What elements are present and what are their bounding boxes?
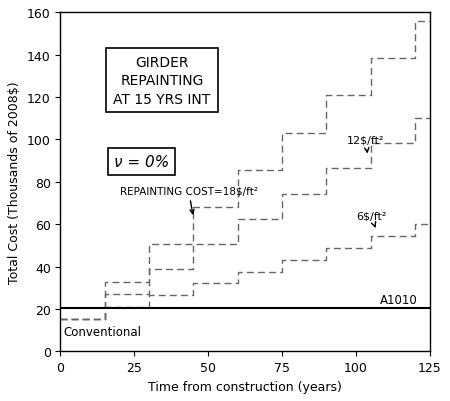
Text: A1010: A1010 [379, 293, 417, 306]
Y-axis label: Total Cost (Thousands of 2008$): Total Cost (Thousands of 2008$) [9, 81, 21, 284]
Text: 6\$/ft²: 6\$/ft² [356, 211, 386, 227]
X-axis label: Time from construction (years): Time from construction (years) [148, 380, 342, 393]
Text: 12\$/ft²: 12\$/ft² [347, 135, 385, 153]
Text: REPAINTING COST=18\$/ft²: REPAINTING COST=18\$/ft² [120, 186, 257, 214]
Text: Conventional: Conventional [63, 325, 141, 338]
Text: ν = 0%: ν = 0% [114, 155, 169, 170]
Text: GIRDER
REPAINTING
AT 15 YRS INT: GIRDER REPAINTING AT 15 YRS INT [113, 56, 211, 106]
